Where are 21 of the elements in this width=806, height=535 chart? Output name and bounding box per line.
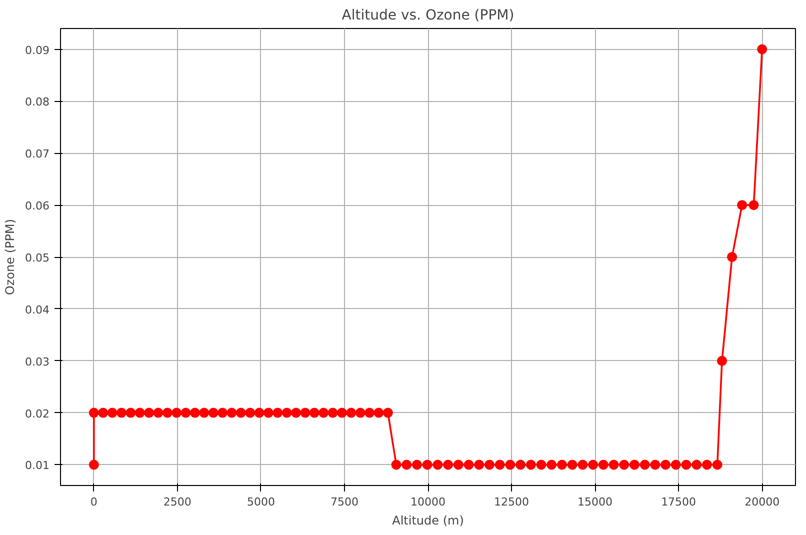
x-tick-label: 0 [90,496,98,508]
y-tick-label: 0.03 [25,355,50,368]
x-tick-label: 15000 [578,496,613,508]
x-tick-label: 2500 [163,496,192,508]
x-tick-label: 7500 [330,496,358,508]
x-tick-label: 5000 [246,496,275,508]
y-tick-label: 0.01 [25,459,50,472]
y-axis-title: Ozone (PPM) [3,218,18,296]
x-tick-label: 10000 [410,496,446,508]
chart-title: Altitude vs. Ozone (PPM) [342,8,514,24]
x-axis-title: Altitude (m) [392,514,464,528]
x-tick-label: 12500 [494,496,530,508]
y-tick-label: 0.06 [25,200,50,213]
y-tick-label: 0.02 [25,407,50,420]
y-tick-label: 0.07 [25,148,50,161]
x-tick-label: 20000 [744,496,780,508]
x-tick-label: 17500 [661,496,696,508]
y-tick-label: 0.08 [25,96,50,109]
y-tick-label: 0.04 [25,303,50,316]
y-tick-label: 0.05 [25,252,50,264]
y-tick-label: 0.09 [25,44,50,57]
